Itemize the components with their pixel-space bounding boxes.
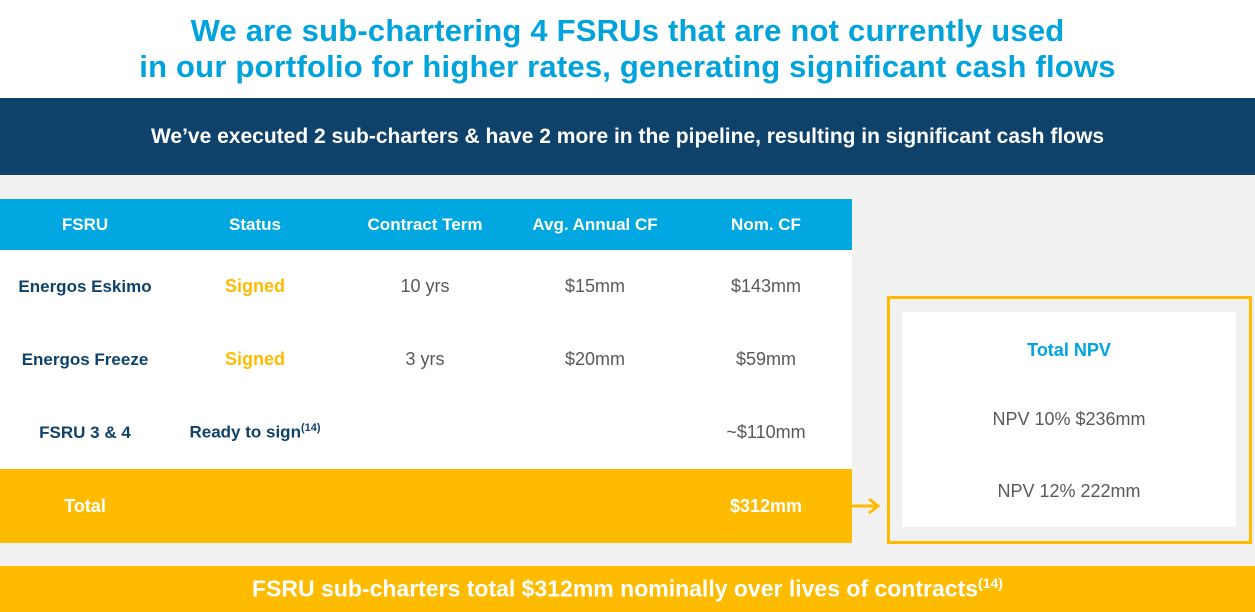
- npv-box: Total NPV NPV 10% $236mm NPV 12% 222mm: [887, 296, 1252, 544]
- npv-box-inner: Total NPV NPV 10% $236mm NPV 12% 222mm: [902, 312, 1236, 527]
- table-header-row: FSRU Status Contract Term Avg. Annual CF…: [0, 199, 852, 250]
- header-status: Status: [229, 214, 281, 234]
- avg-annual-cf: $20mm: [564, 349, 626, 369]
- npv-10-value: NPV 10% $236mm: [992, 409, 1146, 429]
- header-nom-cf: Nom. CF: [731, 214, 801, 234]
- page-title: We are sub-chartering 4 FSRUs that are n…: [0, 0, 1255, 98]
- contract-term: 10 yrs: [400, 276, 450, 296]
- contract-term: 3 yrs: [405, 349, 445, 369]
- fsru-name: FSRU 3 & 4: [39, 422, 131, 442]
- table-row: Energos Eskimo Signed 10 yrs $15mm $143m…: [0, 250, 852, 323]
- banner-message: FSRU sub-charters total $312mm nominally…: [252, 575, 979, 602]
- fsru-name: Energos Freeze: [21, 349, 149, 369]
- total-nom-cf: $312mm: [729, 495, 803, 516]
- arrow-right-icon: [852, 497, 881, 515]
- status-badge: Ready to sign(14): [170, 422, 340, 443]
- table-row: Energos Freeze Signed 3 yrs $20mm $59mm: [0, 323, 852, 396]
- nom-cf: ~$110mm: [726, 422, 806, 442]
- sub-charter-table: FSRU Status Contract Term Avg. Annual CF…: [0, 199, 852, 543]
- status-badge: Signed: [224, 276, 285, 296]
- header-avg-annual-cf: Avg. Annual CF: [532, 214, 658, 234]
- title-line-1: We are sub-chartering 4 FSRUs that are n…: [190, 13, 1065, 48]
- npv-title: Total NPV: [1027, 340, 1111, 360]
- footnote-ref: (14): [300, 422, 321, 435]
- npv-12-value: NPV 12% 222mm: [997, 481, 1141, 501]
- title-line-2: in our portfolio for higher rates, gener…: [139, 49, 1116, 84]
- fsru-name: Energos Eskimo: [18, 276, 152, 296]
- avg-annual-cf: $15mm: [564, 276, 626, 296]
- bottom-banner: FSRU sub-charters total $312mm nominally…: [0, 566, 1255, 612]
- header-contract-term: Contract Term: [367, 214, 483, 234]
- banner-text: FSRU sub-charters total $312mm nominally…: [252, 575, 1003, 603]
- status-badge: Signed: [224, 349, 285, 369]
- header-fsru: FSRU: [61, 214, 109, 234]
- table-row: FSRU 3 & 4 Ready to sign(14) ~$110mm: [0, 396, 852, 469]
- footnote-ref: (14): [978, 575, 1003, 592]
- subtitle-band: We’ve executed 2 sub-charters & have 2 m…: [0, 98, 1255, 175]
- subtitle-text: We’ve executed 2 sub-charters & have 2 m…: [150, 124, 1105, 148]
- table-total-row: Total $312mm: [0, 469, 852, 543]
- nom-cf: $143mm: [730, 276, 802, 296]
- nom-cf: $59mm: [735, 349, 797, 369]
- status-text: Ready to sign: [189, 422, 301, 442]
- total-label: Total: [64, 495, 106, 516]
